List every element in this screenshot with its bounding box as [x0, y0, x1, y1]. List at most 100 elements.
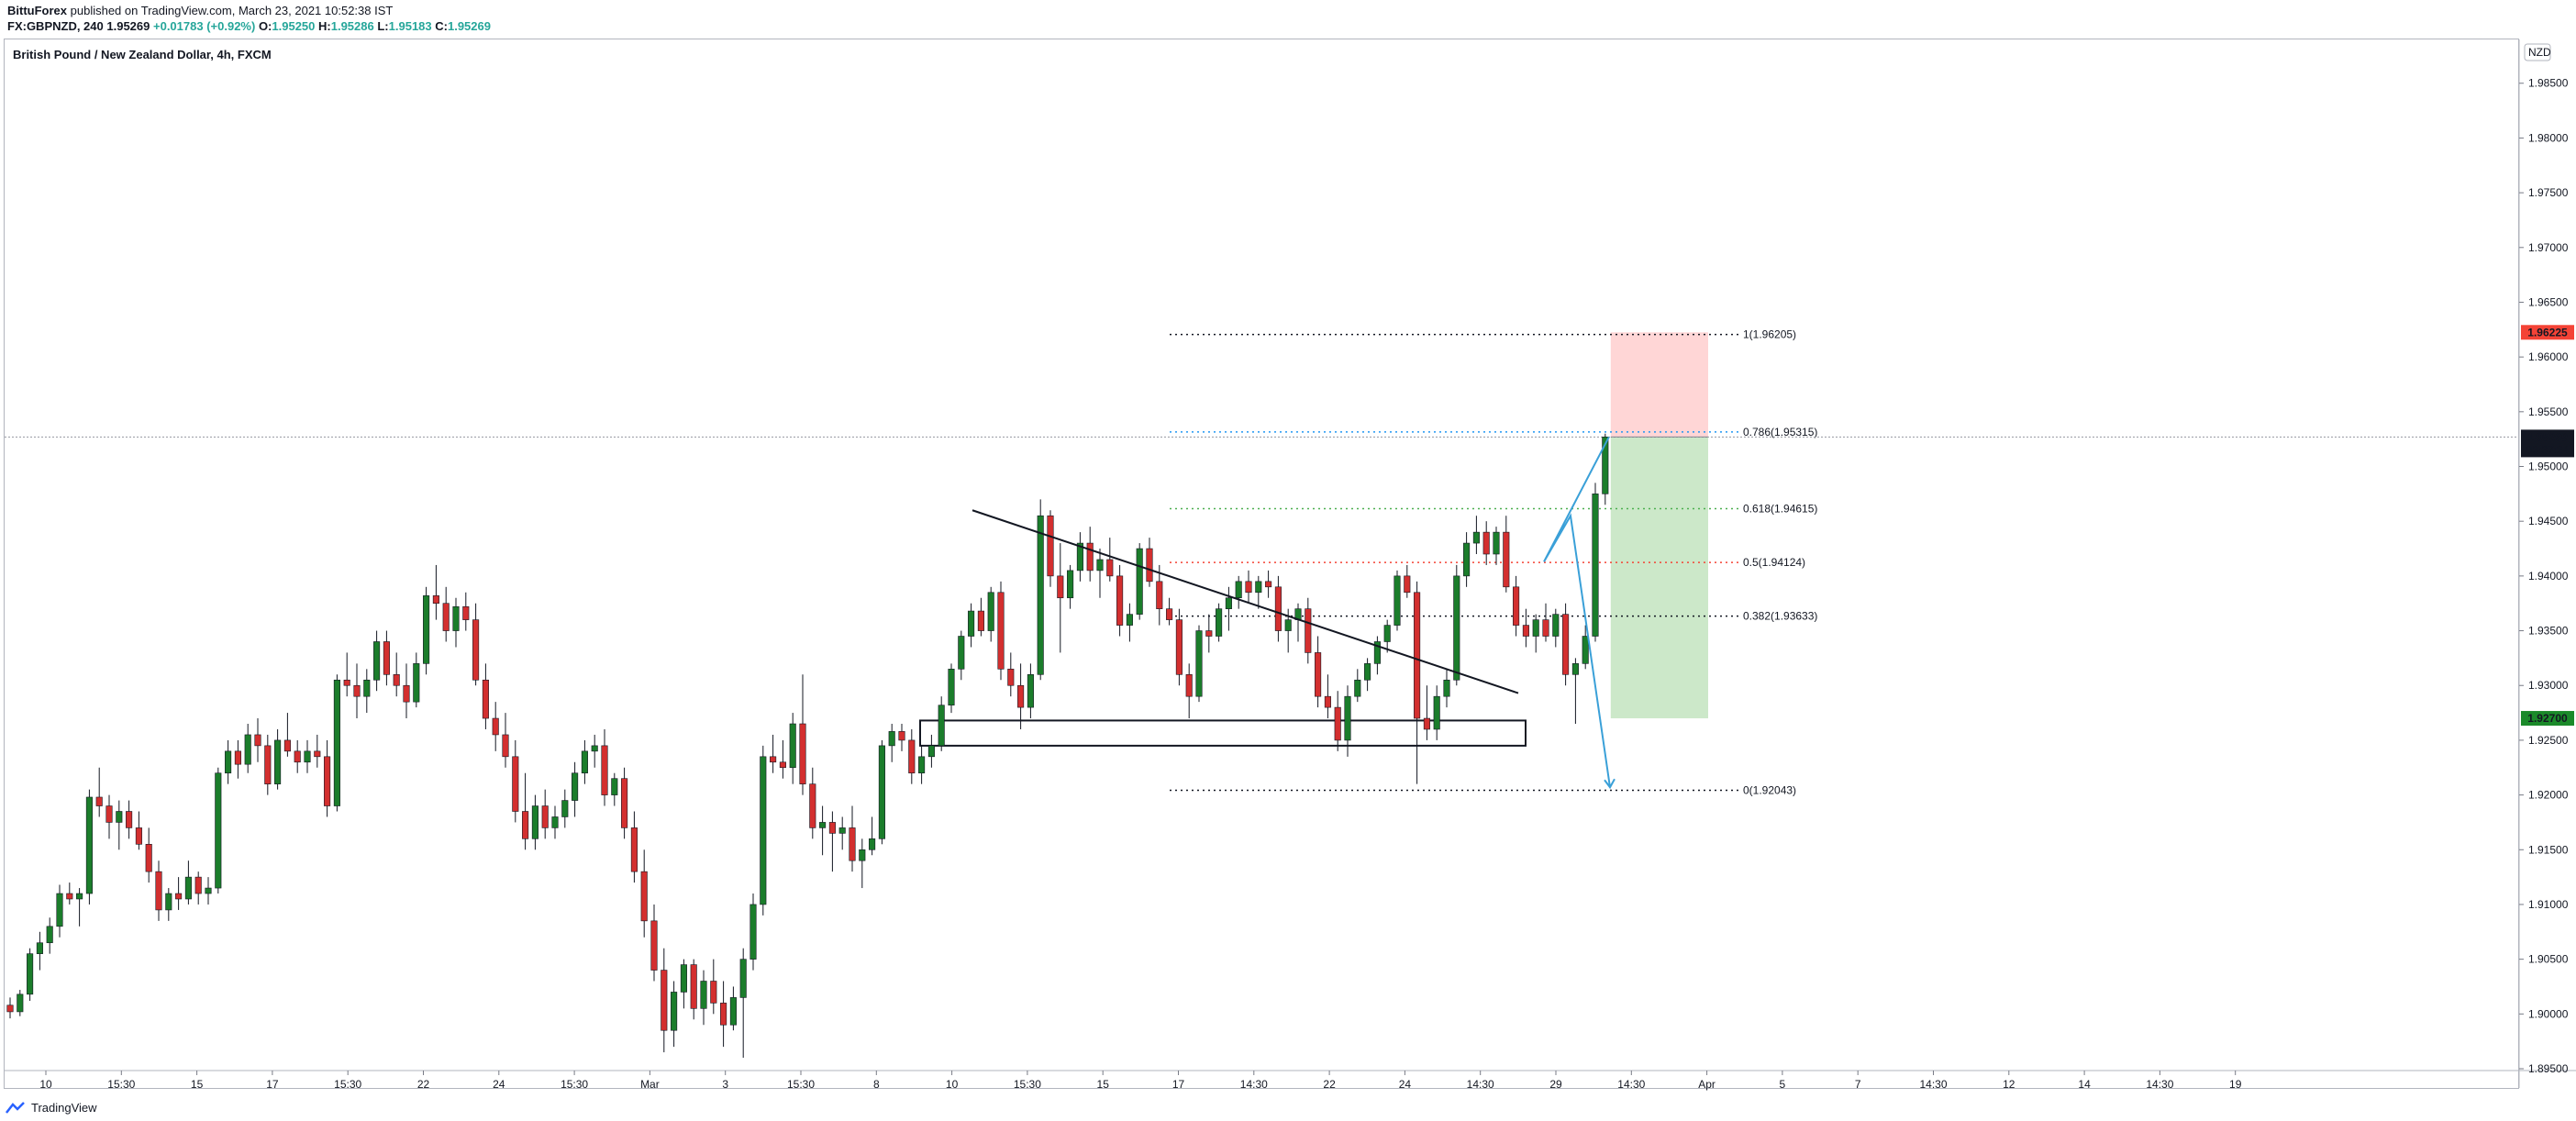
- candle-body: [1383, 625, 1391, 642]
- candle: [462, 592, 470, 631]
- candle: [353, 663, 361, 719]
- candle-body: [165, 893, 172, 911]
- candle: [1305, 597, 1312, 664]
- candle-body: [1106, 559, 1114, 577]
- candle: [1393, 570, 1401, 631]
- candle-body: [729, 997, 737, 1026]
- candle-body: [1393, 575, 1401, 626]
- candle: [1482, 521, 1490, 565]
- projection-arrow: [1543, 436, 1611, 788]
- last-price-tag-bg: [2521, 429, 2574, 458]
- candle-body: [561, 800, 569, 817]
- candle-body: [56, 893, 63, 927]
- candle: [413, 652, 420, 708]
- candle-body: [621, 778, 628, 828]
- candle: [1235, 575, 1242, 609]
- candle-body: [17, 993, 24, 1013]
- x-tick-label: 14:30: [1467, 1078, 1494, 1091]
- candle: [56, 884, 63, 938]
- candle-body: [987, 592, 994, 631]
- candle-body: [324, 756, 331, 806]
- candle-body: [1156, 581, 1163, 609]
- candle: [492, 702, 499, 751]
- projection-arrow-head: [1604, 778, 1616, 790]
- candle-body: [572, 772, 579, 801]
- candle-body: [135, 827, 142, 845]
- candle-body: [343, 679, 350, 686]
- x-tick-label: 14:30: [1240, 1078, 1268, 1091]
- candle-body: [1027, 673, 1034, 708]
- candle-body: [126, 811, 133, 828]
- candle: [770, 734, 777, 773]
- candle-body: [671, 992, 678, 1031]
- candle-body: [373, 641, 381, 681]
- candle: [1453, 564, 1460, 686]
- candle: [1582, 625, 1589, 670]
- candle-body: [472, 619, 480, 681]
- candle-body: [1166, 608, 1173, 620]
- candle: [1245, 570, 1252, 604]
- candle-body: [95, 796, 103, 806]
- candle: [304, 739, 311, 773]
- stop-price-tag: 1.96225: [2527, 326, 2568, 339]
- candle: [1542, 603, 1549, 642]
- candle: [1265, 570, 1272, 598]
- candle-body: [175, 893, 183, 900]
- candle-body: [869, 838, 876, 850]
- candle: [828, 811, 836, 872]
- candle-body: [1423, 717, 1430, 730]
- candle: [987, 586, 994, 642]
- candle: [1592, 483, 1599, 642]
- x-tick-label: 24: [493, 1078, 505, 1091]
- publisher-name[interactable]: BittuForex: [7, 4, 67, 17]
- candle-body: [661, 970, 668, 1031]
- candle: [1106, 538, 1114, 582]
- candle: [165, 888, 172, 921]
- x-tick-label: 10: [946, 1078, 959, 1091]
- candle-body: [581, 750, 588, 774]
- x-tick-label: 17: [1172, 1078, 1185, 1091]
- candle: [1076, 532, 1083, 582]
- x-tick-label: 3: [722, 1078, 728, 1091]
- candle: [888, 724, 895, 762]
- candle: [908, 728, 916, 784]
- footer-brand[interactable]: TradingView: [6, 1101, 97, 1115]
- candle-body: [1602, 436, 1609, 494]
- candle: [749, 893, 757, 971]
- tradingview-logo-icon: [6, 1101, 25, 1114]
- candle: [36, 931, 43, 971]
- candle-body: [1037, 515, 1044, 675]
- candle: [601, 728, 608, 806]
- x-tick-label: 15:30: [1014, 1078, 1041, 1091]
- candle-body: [512, 756, 519, 812]
- candle: [838, 816, 846, 850]
- candle-body: [1433, 695, 1440, 730]
- candle-body: [1463, 542, 1471, 577]
- candle-body: [799, 723, 806, 784]
- target-price-tag: 1.92700: [2527, 712, 2568, 725]
- candle-body: [700, 981, 707, 1009]
- candle: [1166, 597, 1173, 626]
- candle-body: [690, 964, 697, 1009]
- candle-body: [116, 811, 123, 823]
- candle: [1255, 575, 1262, 609]
- candle: [1057, 543, 1064, 653]
- candle-body: [353, 684, 361, 697]
- symbol-name[interactable]: FX:GBPNZD, 240: [7, 19, 104, 33]
- candle: [1315, 636, 1322, 708]
- candle: [244, 724, 251, 773]
- candle-body: [482, 679, 489, 719]
- candle: [27, 948, 34, 1001]
- candle-body: [1373, 641, 1381, 664]
- y-tick-label: 1.93000: [2528, 679, 2569, 692]
- candle: [581, 739, 588, 784]
- candle-body: [760, 756, 767, 905]
- candle: [927, 734, 935, 768]
- candle-body: [1334, 706, 1341, 741]
- candle: [274, 728, 282, 790]
- candle: [1433, 685, 1440, 740]
- candle: [1414, 581, 1421, 784]
- candle-body: [1116, 575, 1124, 626]
- candle: [76, 888, 83, 927]
